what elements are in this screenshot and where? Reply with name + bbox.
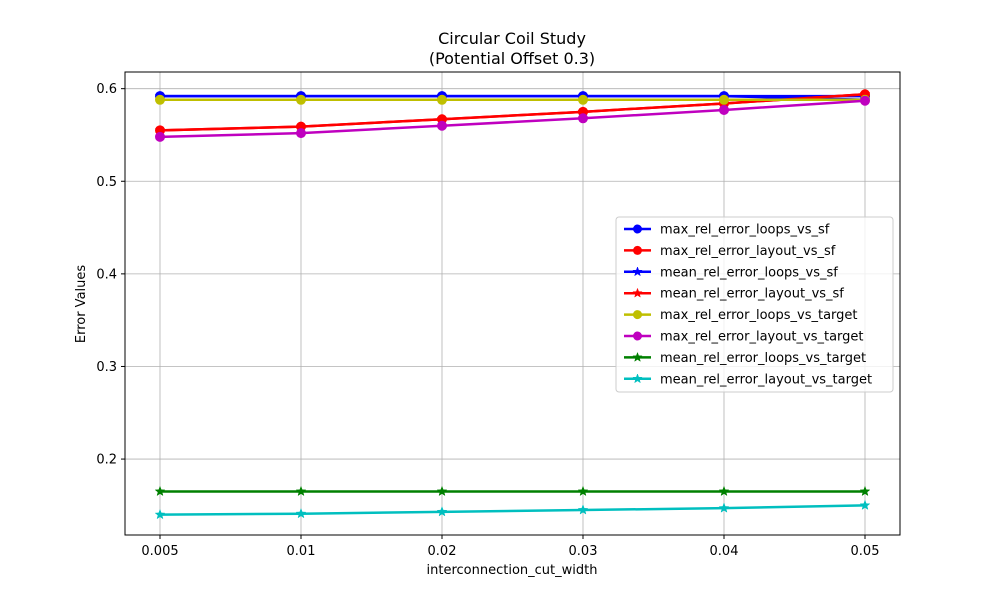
series-layer — [154, 88, 871, 520]
y-tick-label: 0.5 — [96, 175, 117, 190]
y-tick-label: 0.2 — [96, 453, 117, 468]
y-axis-ticks: 0.2 0.3 0.4 0.5 0.6 — [96, 82, 125, 468]
data-point — [718, 502, 730, 513]
plot-frame — [124, 71, 901, 536]
x-tick-label: 0.03 — [569, 544, 598, 559]
data-point — [859, 485, 871, 497]
data-point — [296, 128, 306, 139]
x-tick-label: 0.01 — [287, 544, 316, 559]
legend-label: mean_rel_error_loops_vs_target — [660, 351, 866, 366]
legend-label: max_rel_error_loops_vs_target — [660, 308, 858, 323]
grid — [125, 72, 900, 535]
data-point — [436, 506, 448, 517]
data-point — [577, 485, 589, 497]
series-mean_rel_error_loops_vs_target — [154, 485, 871, 497]
legend-marker — [633, 310, 642, 320]
data-point — [719, 94, 729, 105]
chart-title: Circular Coil Study — [438, 29, 586, 48]
data-point — [577, 504, 589, 515]
data-point — [719, 104, 729, 115]
legend-item: mean_rel_error_loops_vs_sf — [624, 265, 838, 280]
y-axis-label: Error Values — [74, 265, 89, 344]
x-tick-label: 0.05 — [851, 544, 880, 559]
data-point — [578, 94, 588, 105]
legend-item: max_rel_error_loops_vs_target — [624, 308, 858, 323]
legend-marker — [632, 266, 643, 277]
series-line — [158, 504, 867, 516]
series-line — [158, 92, 867, 132]
data-point — [154, 508, 166, 520]
chart-subtitle: (Potential Offset 0.3) — [429, 49, 595, 68]
data-point — [295, 485, 307, 497]
y-tick-label: 0.4 — [96, 267, 117, 282]
legend-marker — [632, 287, 643, 298]
data-point — [155, 94, 165, 105]
data-point — [154, 485, 166, 497]
legend-marker — [632, 373, 643, 384]
legend-label: max_rel_error_layout_vs_target — [660, 330, 864, 345]
data-point — [718, 485, 730, 497]
data-point — [437, 120, 447, 131]
legend-marker — [633, 245, 642, 255]
legend-label: mean_rel_error_layout_vs_target — [660, 372, 872, 387]
legend-marker — [633, 331, 642, 341]
legend-item: mean_rel_error_layout_vs_sf — [624, 287, 844, 302]
legend-item: max_rel_error_layout_vs_target — [624, 330, 864, 345]
legend: max_rel_error_loops_vs_sf max_rel_error_l… — [615, 216, 894, 393]
legend-label: mean_rel_error_loops_vs_sf — [660, 265, 838, 280]
y-tick-label: 0.6 — [96, 82, 117, 97]
series-line — [158, 94, 867, 102]
data-point — [296, 94, 306, 105]
x-tick-label: 0.02 — [428, 544, 457, 559]
series-line — [158, 99, 867, 139]
legend-marker — [633, 224, 642, 234]
data-point — [437, 94, 447, 105]
legend-label: max_rel_error_loops_vs_sf — [660, 223, 830, 238]
legend-label: mean_rel_error_layout_vs_sf — [660, 287, 844, 302]
y-tick-label: 0.3 — [96, 360, 117, 375]
x-axis-ticks: 0.005 0.01 0.02 0.03 0.04 0.05 — [141, 535, 879, 559]
legend-item: max_rel_error_loops_vs_sf — [624, 223, 830, 238]
legend-label: max_rel_error_layout_vs_sf — [660, 244, 836, 259]
legend-item: max_rel_error_layout_vs_sf — [624, 244, 836, 259]
data-point — [578, 113, 588, 124]
data-point — [860, 95, 870, 106]
data-point — [859, 499, 871, 510]
x-tick-label: 0.005 — [141, 544, 178, 559]
data-point — [295, 507, 307, 519]
legend-box — [615, 216, 894, 393]
legend-item: mean_rel_error_layout_vs_target — [624, 372, 872, 387]
x-tick-label: 0.04 — [710, 544, 739, 559]
data-point — [436, 485, 448, 497]
data-point — [155, 131, 165, 142]
x-axis-label: interconnection_cut_width — [427, 563, 598, 578]
series-mean_rel_error_layout_vs_target — [154, 499, 871, 520]
series-max_rel_error_layout_vs_target — [155, 95, 870, 142]
legend-marker — [632, 351, 643, 362]
legend-item: mean_rel_error_loops_vs_target — [624, 351, 866, 366]
